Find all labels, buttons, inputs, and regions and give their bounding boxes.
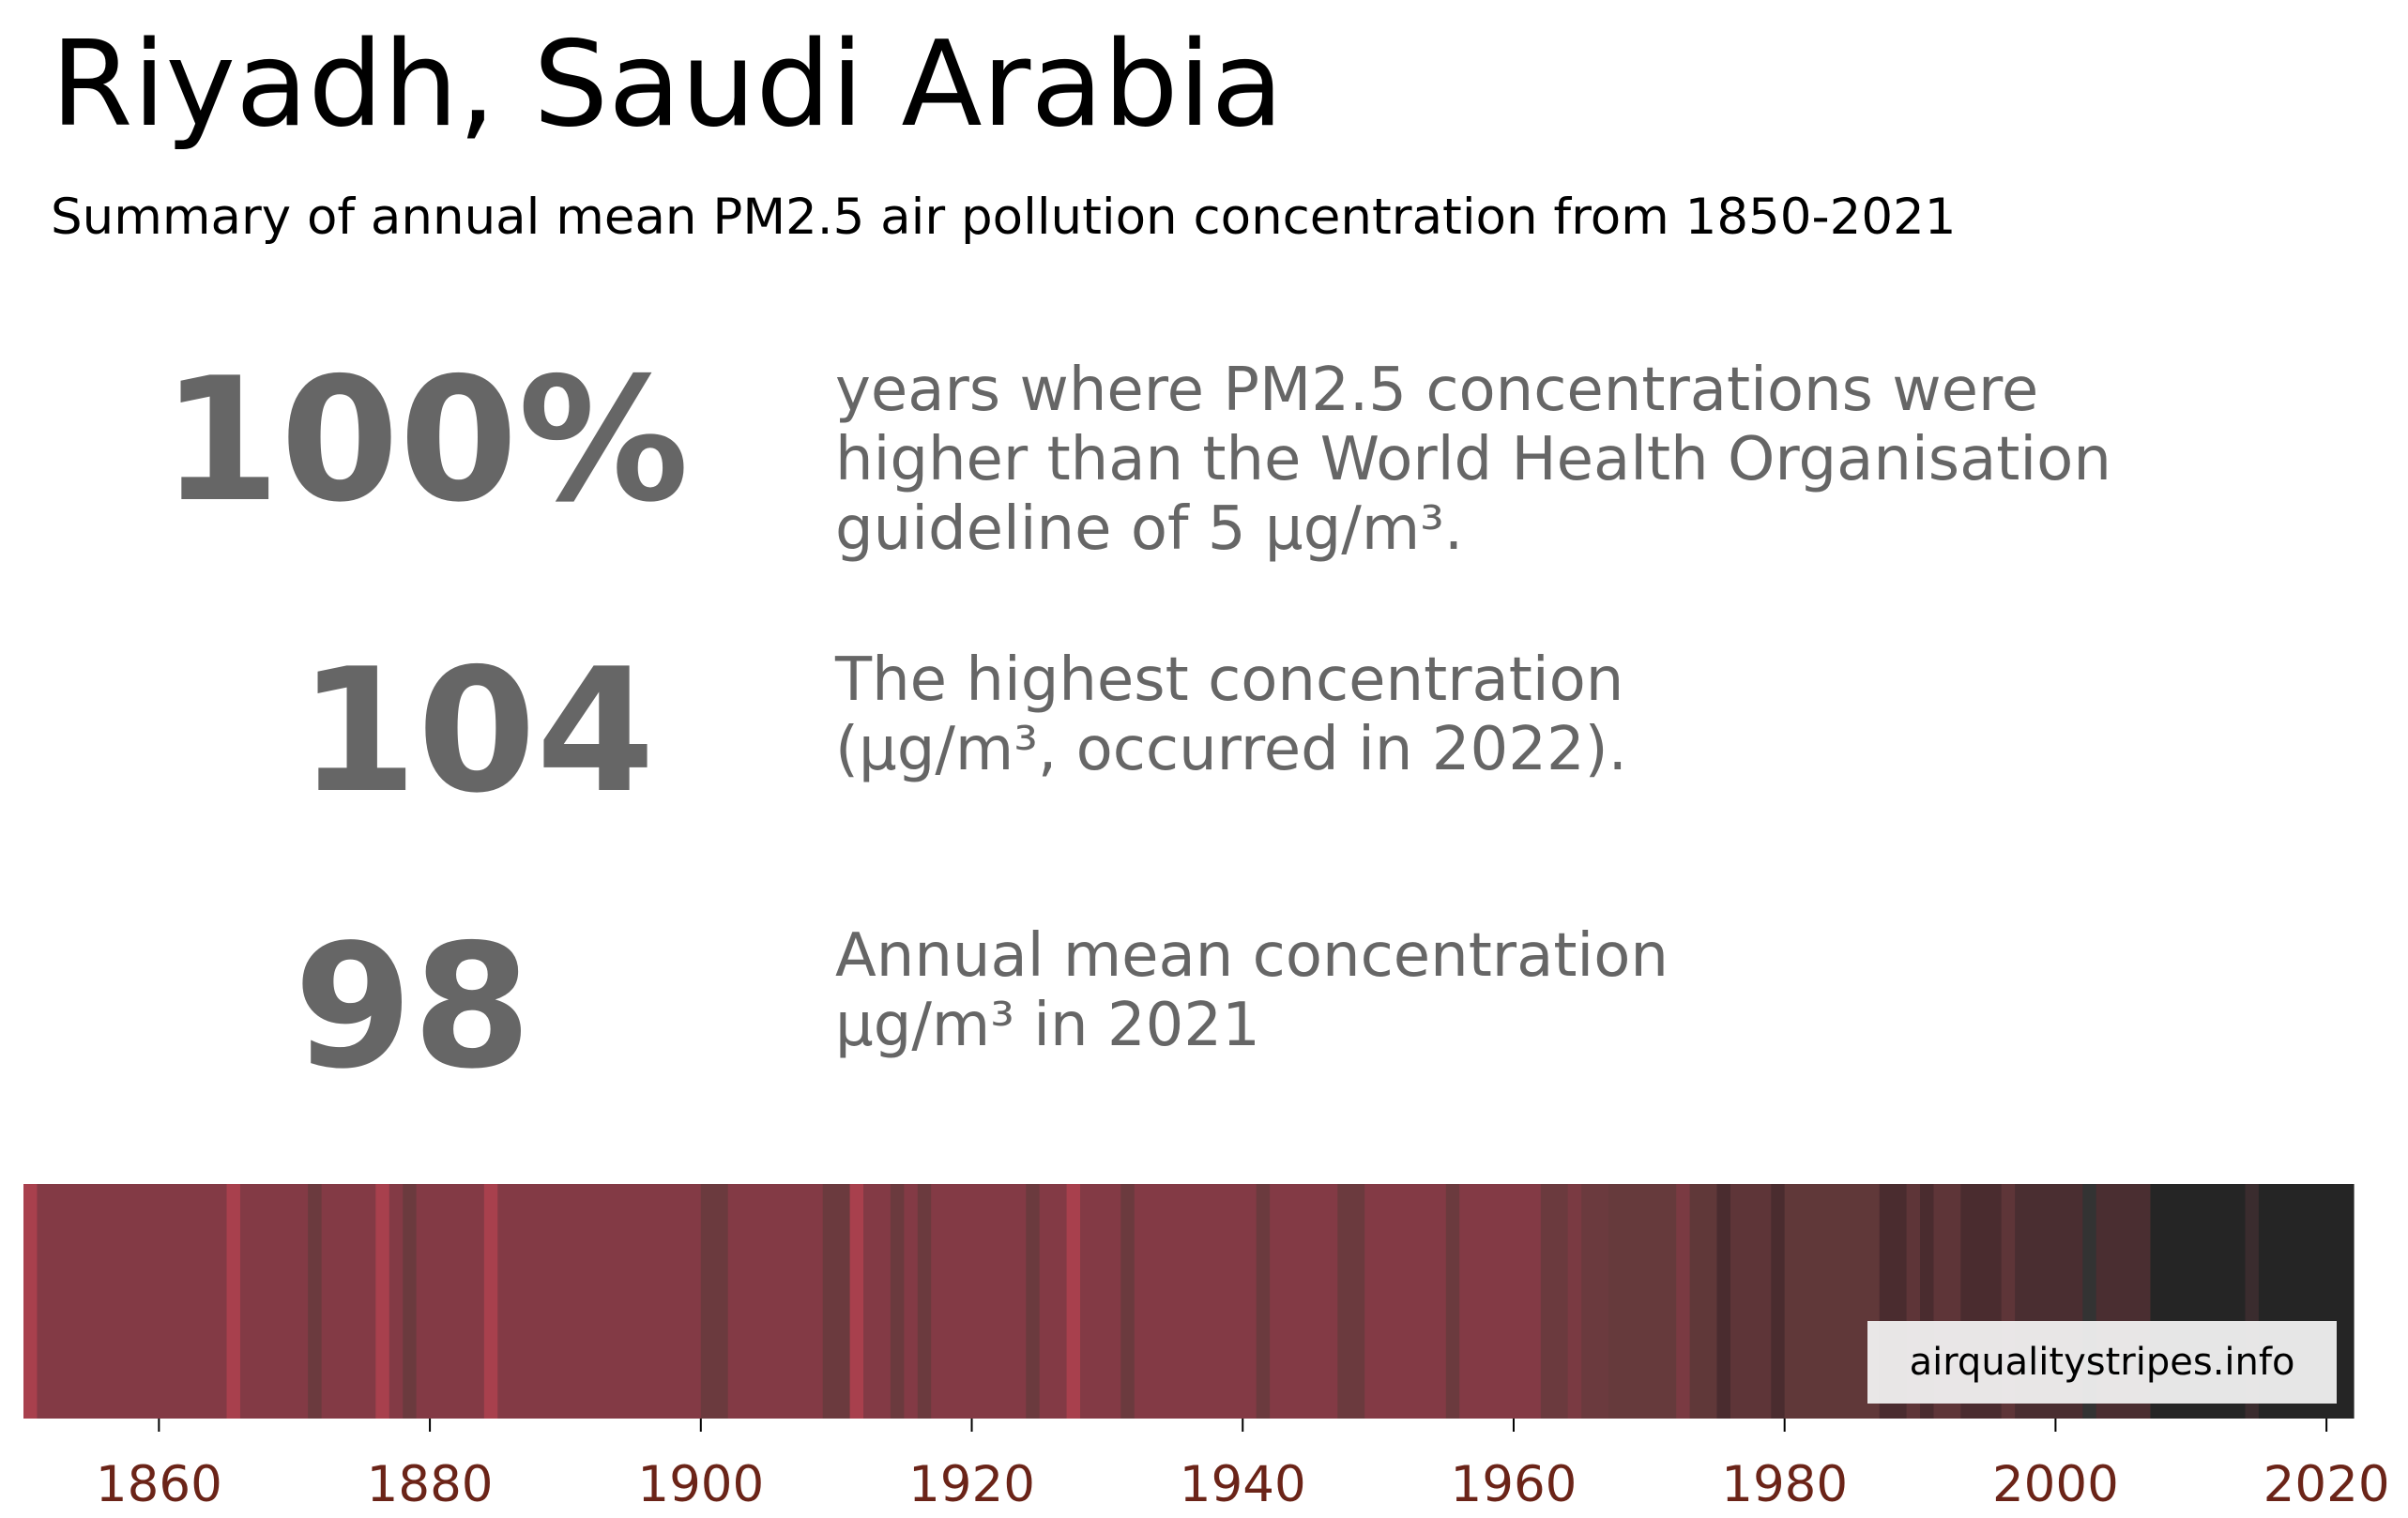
stripe-1900-1902 xyxy=(700,1184,729,1419)
source-credit: airqualitystripes.info xyxy=(1867,1321,2337,1404)
x-tick-label: 1880 xyxy=(367,1456,494,1513)
stat-annual-mean-value: 98 xyxy=(294,907,532,1106)
x-tick-label: 2000 xyxy=(1992,1456,2119,1513)
stat-years-above-guideline-value: 100% xyxy=(161,341,690,539)
stripe-1914-1915 xyxy=(890,1184,905,1419)
stat-description-line: The highest concentration xyxy=(835,645,1624,715)
stripe-1866-1871 xyxy=(239,1184,309,1419)
x-tick-label: 1900 xyxy=(637,1456,764,1513)
stat-description-line: (µg/m³, occurred in 2022). xyxy=(835,715,1627,784)
stripe-1872-1876 xyxy=(321,1184,376,1419)
stripe-1942-1947 xyxy=(1270,1184,1338,1419)
x-tick-label: 2020 xyxy=(2263,1456,2390,1513)
stripe-1902-1909 xyxy=(727,1184,824,1419)
stat-highest-concentration-description: The highest concentration (µg/m³, occurr… xyxy=(835,645,1627,784)
stripe-1956-1962 xyxy=(1459,1184,1542,1419)
stripe-1917-1924 xyxy=(931,1184,1027,1419)
page-title: Riyadh, Saudi Arabia xyxy=(51,15,1284,153)
stripe-1865-1866 xyxy=(226,1184,241,1419)
stat-years-above-guideline-description: years where PM2.5 concentrations were hi… xyxy=(835,356,2111,564)
stat-highest-concentration-value: 104 xyxy=(298,631,655,830)
stripe-1884-1885 xyxy=(483,1184,498,1419)
stripe-1912-1914 xyxy=(863,1184,892,1419)
stripe-1931-1932 xyxy=(1120,1184,1135,1419)
stripe-1911-1912 xyxy=(849,1184,864,1419)
stripe-1980-1987 xyxy=(1784,1184,1881,1419)
x-tick-label: 1940 xyxy=(1180,1456,1306,1513)
stripe-1975-1976 xyxy=(1716,1184,1731,1419)
page-subtitle: Summary of annual mean PM2.5 air polluti… xyxy=(51,189,1957,246)
stripe-1927-1928 xyxy=(1066,1184,1081,1419)
stripe-1876-1877 xyxy=(375,1184,390,1419)
stripe-1924-1925 xyxy=(1026,1184,1041,1419)
stripe-1850-1851 xyxy=(23,1184,38,1419)
stat-description-line: guideline of 5 µg/m³. xyxy=(835,494,1464,564)
stripe-1877-1878 xyxy=(389,1184,404,1419)
stat-annual-mean-description: Annual mean concentration µg/m³ in 2021 xyxy=(835,921,1669,1060)
stripe-1916-1917 xyxy=(917,1184,932,1419)
x-axis-ticks: 1860 1880 1900 1920 1940 1960 1980 2000 2020 xyxy=(96,1419,2390,1513)
stripe-1932-1941 xyxy=(1134,1184,1257,1419)
stat-description-line: µg/m³ in 2021 xyxy=(835,991,1260,1060)
x-tick-label: 1920 xyxy=(908,1456,1035,1513)
x-tick-label: 1860 xyxy=(96,1456,222,1513)
stripe-1851-1865 xyxy=(37,1184,228,1419)
stat-description-line: higher than the World Health Organisatio… xyxy=(835,425,2111,494)
stripe-1909-1911 xyxy=(822,1184,851,1419)
stripe-1928-1931 xyxy=(1080,1184,1121,1419)
stripe-1955-1956 xyxy=(1445,1184,1460,1419)
stripe-1941-1942 xyxy=(1256,1184,1271,1419)
stripe-1973-1975 xyxy=(1689,1184,1718,1419)
stat-description-line: years where PM2.5 concentrations were xyxy=(835,356,2039,425)
stripe-1965-1967 xyxy=(1581,1184,1609,1419)
stripe-1879-1884 xyxy=(416,1184,485,1419)
stripe-1967-1972 xyxy=(1608,1184,1677,1419)
stripe-1949-1955 xyxy=(1364,1184,1447,1419)
stripe-1962-1964 xyxy=(1540,1184,1569,1419)
stripe-1947-1949 xyxy=(1337,1184,1365,1419)
stripe-1979-1980 xyxy=(1771,1184,1786,1419)
stripe-1976-1979 xyxy=(1730,1184,1772,1419)
stripe-1915-1916 xyxy=(904,1184,919,1419)
x-tick-label: 1960 xyxy=(1451,1456,1577,1513)
stripe-1972-1973 xyxy=(1676,1184,1691,1419)
stripe-1964-1965 xyxy=(1567,1184,1582,1419)
stripe-1878-1879 xyxy=(403,1184,418,1419)
stripe-1885-1900 xyxy=(497,1184,702,1419)
stripe-1925-1927 xyxy=(1039,1184,1068,1419)
stat-description-line: Annual mean concentration xyxy=(835,921,1669,991)
stripe-1871-1872 xyxy=(308,1184,323,1419)
x-tick-label: 1980 xyxy=(1721,1456,1848,1513)
